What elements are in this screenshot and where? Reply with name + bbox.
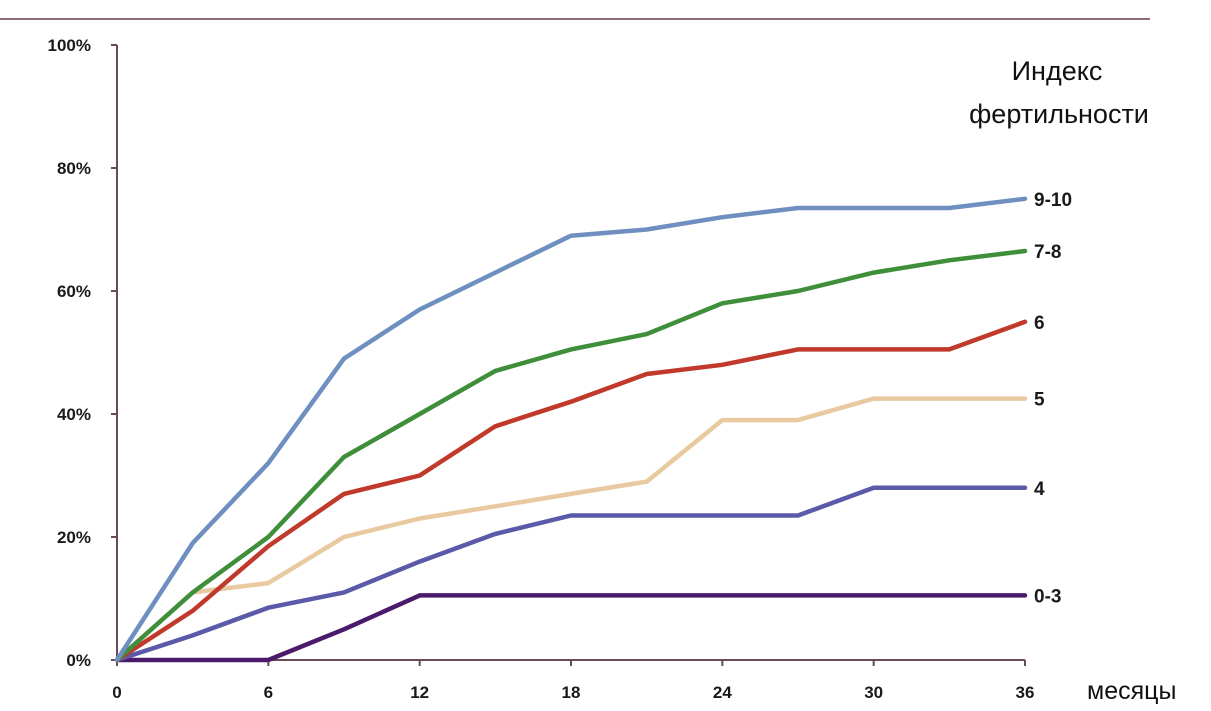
x-tick-label: 18 [562,683,581,702]
legend-title-line-1: Индекс [1012,56,1103,86]
x-tick-label: 24 [713,683,732,702]
x-tick-label: 6 [264,683,273,702]
x-tick-label: 12 [410,683,429,702]
y-tick-label: 20% [57,528,91,547]
y-tick-label: 40% [57,405,91,424]
series-label-9-10: 9-10 [1034,190,1072,211]
series-labels: 9-10 7-8 6 5 4 0-3 [1034,190,1072,608]
series-label-7-8: 7-8 [1034,242,1061,263]
axes: 0% 20% 40% 60% 80% 100% 0 6 12 18 24 30 36 [48,36,1035,702]
y-tick-label: 100% [48,36,91,55]
x-tick-label: 36 [1016,683,1035,702]
y-tick-label: 80% [57,159,91,178]
y-tick-label: 60% [57,282,91,301]
series-line-9-10 [114,196,1028,663]
series-label-6: 6 [1034,313,1045,334]
series-line-6 [114,319,1028,663]
series-label-5: 5 [1034,390,1045,411]
series-line-4 [114,485,1028,663]
x-axis-unit-label: месяцы [1087,677,1176,705]
x-tick-label: 0 [112,683,121,702]
legend: Индекс фертильности [969,56,1149,129]
series-label-0-3: 0-3 [1034,586,1061,607]
series-lines [114,196,1028,663]
series-label-4: 4 [1034,479,1045,500]
x-tick-label: 30 [864,683,883,702]
y-tick-label: 0% [66,651,91,670]
series-line-7-8 [114,248,1028,663]
series-line-0-3 [114,593,1028,663]
legend-title-line-2: фертильности [969,99,1149,129]
series-line-5 [114,396,1028,663]
